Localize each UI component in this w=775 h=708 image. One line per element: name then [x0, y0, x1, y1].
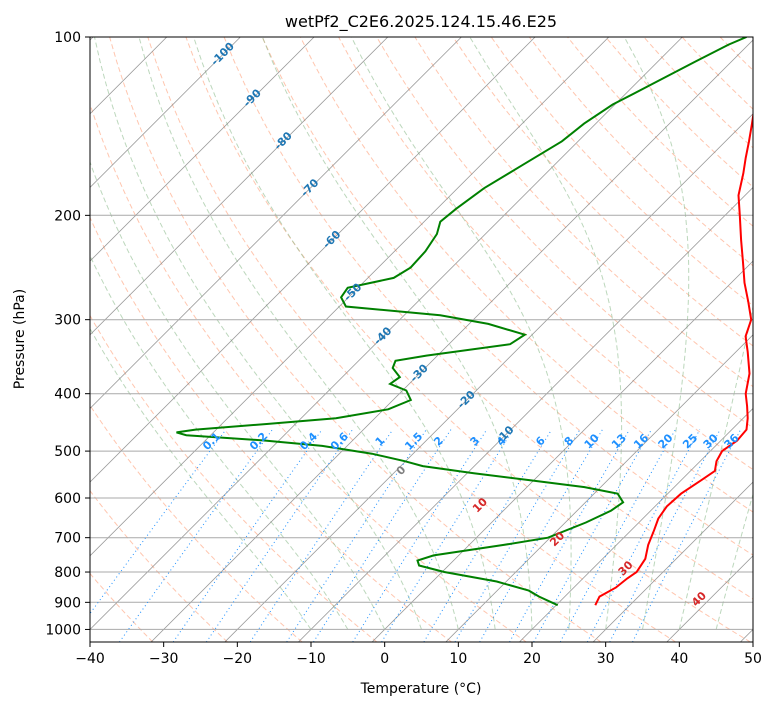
- dry-adiabat: [90, 314, 378, 642]
- mixing-ratio-line: [205, 429, 353, 642]
- moist-adiabat: [469, 37, 623, 630]
- y-tick-label: 700: [54, 531, 81, 547]
- dry-adiabat: [90, 572, 154, 642]
- chart-title: wetPf2_C2E6.2025.124.15.46.E25: [285, 12, 557, 32]
- x-tick-label: −30: [149, 651, 179, 667]
- moist-adiabat: [678, 304, 753, 630]
- x-tick-label: 0: [380, 651, 389, 667]
- dry-adiabat: [223, 37, 753, 600]
- moist-adiabat: [90, 254, 349, 630]
- isotherm: [90, 37, 683, 630]
- axis-ticks: −40 −30 −20 −10 0 10 20 30 40 50 100 200 300 400 500 60…: [45, 30, 762, 667]
- dry-adiabat: [414, 37, 753, 388]
- moist-adiabat: [623, 37, 690, 630]
- dry-adiabat: [90, 404, 303, 642]
- moist-adiabat: [350, 37, 572, 630]
- mixing-ratio-line: [533, 429, 652, 642]
- isotherm: [519, 407, 753, 642]
- dry-adiabat: [185, 37, 751, 642]
- moist-adiabat: [138, 37, 459, 630]
- mixing-ratio-line: [313, 429, 452, 642]
- mixing-ratio-line: [609, 429, 721, 642]
- x-tick-label: 50: [744, 651, 762, 667]
- isotherm: [90, 37, 389, 336]
- y-tick-label: 200: [54, 208, 81, 224]
- dewpoint-profile: [176, 37, 747, 607]
- y-tick-label: 600: [54, 491, 81, 507]
- moist-adiabat: [90, 160, 386, 630]
- isotherm: [90, 37, 462, 409]
- mixing-ratio-line: [119, 429, 273, 642]
- x-tick-label: 30: [597, 651, 615, 667]
- isotherm: [90, 37, 536, 483]
- x-tick-label: −10: [296, 651, 326, 667]
- x-tick-label: 10: [449, 651, 467, 667]
- isotherm: [150, 39, 753, 642]
- moist-adiabat: [90, 327, 312, 630]
- moist-adiabat: [715, 492, 753, 630]
- isotherm: [298, 186, 753, 642]
- x-tick-label: −20: [223, 651, 253, 667]
- isotherm: [371, 260, 753, 642]
- moist-adiabat: [261, 37, 533, 630]
- isotherm: [90, 37, 610, 557]
- plot-area: [90, 37, 753, 642]
- dry-adiabat: [90, 489, 228, 642]
- x-axis-label: Temperature (°C): [360, 681, 482, 697]
- mixing-ratio-line: [509, 429, 630, 642]
- mixing-ratio-line: [586, 429, 701, 642]
- y-axis-label: Pressure (hPa): [12, 289, 28, 389]
- moist-adiabat: [193, 37, 496, 630]
- mixing-ratio-line: [559, 429, 676, 642]
- y-tick-label: 500: [54, 444, 81, 460]
- dry-adiabat: [109, 37, 602, 642]
- dry-adiabat: [147, 37, 676, 642]
- x-tick-label: 40: [670, 651, 688, 667]
- y-tick-label: 900: [54, 595, 81, 611]
- y-tick-label: 100: [54, 30, 81, 46]
- isotherm: [592, 481, 753, 642]
- x-tick-label: 20: [523, 651, 541, 667]
- isotherm: [90, 37, 241, 188]
- temperature-profile: [594, 110, 753, 606]
- dry-adiabat: [90, 102, 527, 642]
- y-tick-label: 800: [54, 565, 81, 581]
- y-tick-label: 1000: [45, 622, 81, 638]
- isotherm: [445, 334, 753, 642]
- y-tick-label: 300: [54, 313, 81, 329]
- isotherm: [224, 113, 753, 642]
- mixing-ratio-line: [454, 429, 581, 642]
- dry-adiabat: [490, 37, 753, 307]
- dry-adiabat: [338, 37, 753, 471]
- isotherm: [90, 37, 315, 262]
- plot-frame: [89, 36, 754, 643]
- moist-adiabat: [94, 37, 422, 630]
- x-tick-label: −40: [75, 651, 105, 667]
- mixing-ratio-line: [632, 429, 742, 642]
- dry-adiabat: [90, 216, 452, 642]
- dry-adiabat: [261, 37, 753, 556]
- y-tick-label: 400: [54, 387, 81, 403]
